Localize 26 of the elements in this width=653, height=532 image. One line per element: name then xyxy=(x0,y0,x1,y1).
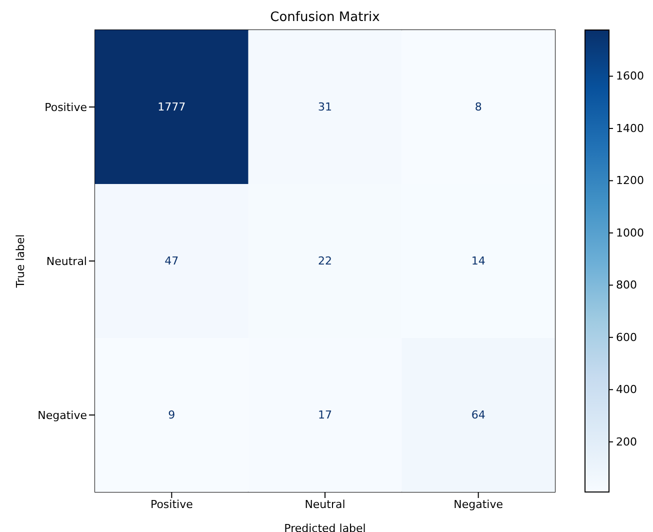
data-label: 31 xyxy=(318,100,332,114)
color-bar-label: 1400 xyxy=(616,122,644,135)
chart-title: Confusion Matrix xyxy=(269,10,381,25)
data-label: 64 xyxy=(471,408,486,422)
color-bar-label: 1600 xyxy=(616,70,644,83)
color-bar-label: 400 xyxy=(616,383,637,396)
color-bar-label: 600 xyxy=(616,330,637,344)
y-axis-title: True label xyxy=(14,234,27,289)
color-bar-label: 1200 xyxy=(616,174,644,188)
data-label: 1777 xyxy=(158,100,186,114)
x-tick-label: Negative xyxy=(454,498,504,511)
data-label: 47 xyxy=(164,254,179,268)
data-label: 9 xyxy=(168,408,176,422)
data-label: 22 xyxy=(318,254,332,268)
data-label: 17 xyxy=(318,408,332,422)
color-bar-label: 1000 xyxy=(616,226,644,240)
y-tick-label: Negative xyxy=(38,408,88,422)
data-label: 8 xyxy=(474,100,482,114)
y-tick-label: Positive xyxy=(44,100,88,114)
color-bar-label: 800 xyxy=(616,278,637,292)
x-axis-title: Predicted label xyxy=(284,522,366,532)
x-tick-label: Neutral xyxy=(304,498,346,511)
data-label: 14 xyxy=(471,254,486,268)
x-tick-label: Positive xyxy=(150,498,194,511)
y-tick-label: Neutral xyxy=(46,254,87,268)
color-bar-label: 200 xyxy=(616,435,637,448)
